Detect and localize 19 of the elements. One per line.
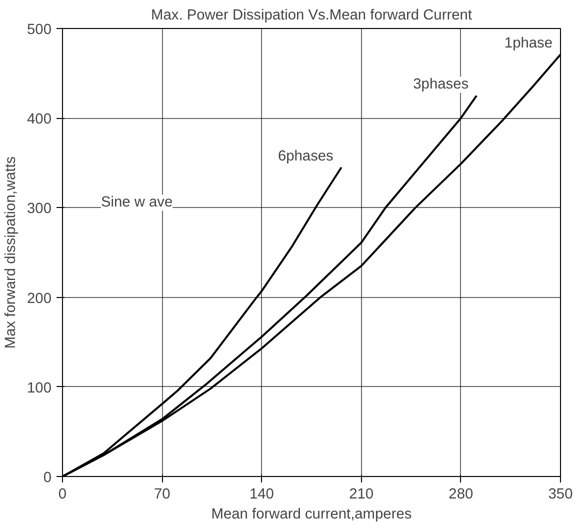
series-label: 6phases <box>278 148 334 164</box>
y-tick-label: 400 <box>27 112 52 128</box>
chart-title: Max. Power Dissipation Vs.Mean forward Current <box>151 8 472 24</box>
x-tick-label: 70 <box>154 486 170 502</box>
y-axis-title: Max forward dissipation,watts <box>3 156 20 349</box>
y-tick-label: 300 <box>27 201 52 218</box>
series-label: 1phase <box>504 35 553 52</box>
x-tick-label: 0 <box>58 486 67 502</box>
y-tick-label: 500 <box>27 22 52 38</box>
annotation: Sine w ave <box>100 194 173 211</box>
x-tick-label: 280 <box>448 486 474 502</box>
y-tick-label: 0 <box>43 470 52 486</box>
series-label: 3phases <box>413 76 469 93</box>
x-axis-title: Mean forward current,amperes <box>211 506 412 522</box>
x-tick-label: 140 <box>249 486 274 502</box>
x-tick-label: 350 <box>548 486 573 502</box>
y-tick-label: 100 <box>27 380 52 396</box>
x-tick-label: 210 <box>349 486 374 502</box>
y-tick-label: 200 <box>27 290 52 307</box>
